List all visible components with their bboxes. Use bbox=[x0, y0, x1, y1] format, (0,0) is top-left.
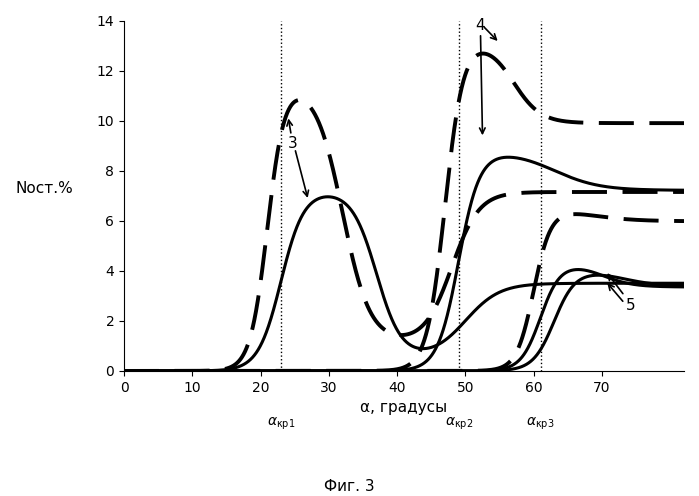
Text: 5: 5 bbox=[626, 299, 635, 313]
Y-axis label: Nост.%: Nост.% bbox=[15, 181, 73, 196]
Text: 4: 4 bbox=[476, 18, 485, 33]
Text: Фиг. 3: Фиг. 3 bbox=[324, 479, 375, 494]
X-axis label: α, градусы: α, градусы bbox=[361, 400, 447, 415]
Text: $\alpha_{\rm \kappa p1}$: $\alpha_{\rm \kappa p1}$ bbox=[267, 416, 295, 433]
Text: $\alpha_{\rm \kappa p2}$: $\alpha_{\rm \kappa p2}$ bbox=[445, 416, 473, 433]
Text: 3: 3 bbox=[288, 136, 298, 151]
Text: $\alpha_{\rm \kappa p3}$: $\alpha_{\rm \kappa p3}$ bbox=[526, 416, 555, 433]
